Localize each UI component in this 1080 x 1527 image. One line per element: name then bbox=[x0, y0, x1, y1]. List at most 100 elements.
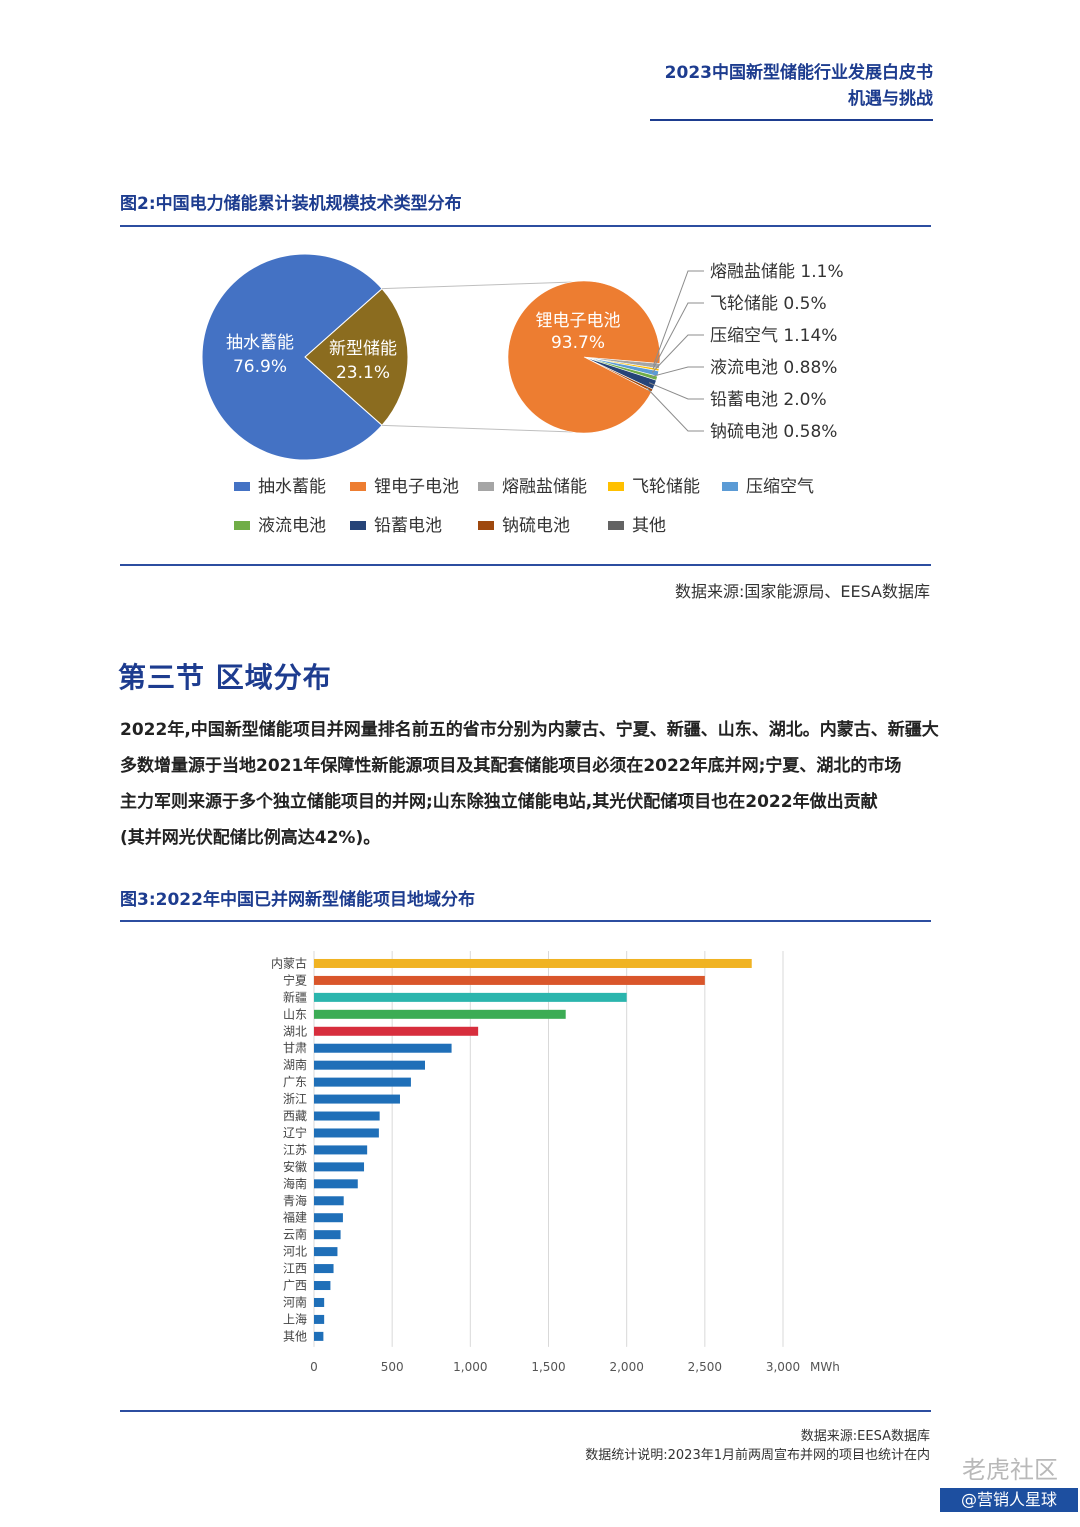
callout-label: 飞轮储能 0.5% bbox=[710, 294, 827, 314]
figure3-top-rule bbox=[120, 920, 931, 922]
bar bbox=[314, 1009, 566, 1019]
bar bbox=[314, 1314, 325, 1324]
callout-label: 压缩空气 1.14% bbox=[710, 326, 837, 346]
legend-swatch bbox=[608, 521, 624, 530]
tick-label: 2,500 bbox=[688, 1360, 722, 1374]
category-label: 云南 bbox=[283, 1227, 307, 1242]
bar bbox=[314, 1297, 325, 1307]
category-label: 广西 bbox=[283, 1279, 307, 1293]
main-pie: 抽水蓄能 76.9% 新型储能 23.1% bbox=[201, 253, 409, 461]
callout-label: 液流电池 0.88% bbox=[710, 358, 837, 378]
tick-label: 2,000 bbox=[609, 1360, 643, 1374]
legend-label: 钠硫电池 bbox=[502, 516, 570, 536]
legend-swatch bbox=[350, 521, 366, 530]
legend-label: 熔融盐储能 bbox=[502, 477, 587, 497]
legend-label: 抽水蓄能 bbox=[258, 477, 326, 497]
main-pie-value: 76.9% bbox=[233, 357, 287, 377]
callout-leader bbox=[653, 270, 704, 366]
callout-label: 铅蓄电池 2.0% bbox=[710, 390, 827, 410]
bar bbox=[314, 1128, 379, 1138]
category-label: 湖北 bbox=[283, 1023, 307, 1038]
category-label: 河北 bbox=[283, 1245, 307, 1259]
bar bbox=[314, 1162, 365, 1172]
section-title: 第三节 区域分布 bbox=[118, 661, 332, 694]
category-label: 安徽 bbox=[283, 1159, 307, 1174]
callout-leader bbox=[646, 387, 704, 432]
figure3-bottom-rule bbox=[120, 1410, 931, 1412]
bar bbox=[314, 1213, 343, 1223]
main-pie-label: 新型储能 bbox=[329, 339, 397, 359]
sub-pie-slice bbox=[507, 280, 661, 434]
tick-label: 3,000 bbox=[766, 1360, 800, 1374]
figure2-top-rule bbox=[120, 225, 931, 227]
header-divider bbox=[650, 119, 933, 121]
figure3-note: 数据统计说明:2023年1月前两周宣布并网的项目也统计在内 bbox=[585, 1448, 930, 1463]
paragraph-line: 多数增量源于当地2021年保障性新能源项目及其配套储能项目必须在2022年底并网… bbox=[120, 756, 902, 776]
bar bbox=[314, 1230, 341, 1240]
bar bbox=[314, 1247, 338, 1257]
sub-pie-callouts: 熔融盐储能 1.1% 飞轮储能 0.5% 压缩空气 1.14% 液流电池 0.88% 铅… bbox=[646, 262, 844, 442]
main-pie-label: 抽水蓄能 bbox=[226, 333, 294, 353]
section-paragraph: 2022年,中国新型储能项目并网量排名前五的省市分别为内蒙古、宁夏、新疆、山东、… bbox=[120, 712, 939, 856]
bar bbox=[314, 975, 705, 985]
category-label: 江苏 bbox=[283, 1143, 307, 1157]
bar bbox=[314, 1094, 400, 1104]
main-pie-slice bbox=[201, 253, 383, 461]
category-label: 海南 bbox=[283, 1176, 307, 1191]
watermark-badge: @营销人星球 bbox=[940, 1488, 1078, 1512]
bar-tick-labels: 0 500 1,000 1,500 2,000 2,500 3,000 MWh bbox=[310, 1360, 840, 1374]
category-label: 新疆 bbox=[283, 989, 307, 1004]
bar bbox=[314, 958, 752, 968]
legend-swatch bbox=[478, 521, 494, 530]
category-label: 其他 bbox=[283, 1329, 307, 1343]
figure3-source: 数据来源:EESA数据库 bbox=[800, 1429, 930, 1444]
callout-leader bbox=[652, 302, 704, 370]
axis-unit: MWh bbox=[810, 1360, 840, 1374]
legend-label: 其他 bbox=[632, 516, 666, 536]
report-subtitle: 机遇与挑战 bbox=[848, 89, 933, 109]
legend-swatch bbox=[722, 482, 738, 491]
tick-label: 500 bbox=[381, 1360, 404, 1374]
tick-label: 0 bbox=[310, 1360, 318, 1374]
category-label: 江西 bbox=[283, 1262, 307, 1276]
bar bbox=[314, 1196, 344, 1206]
legend-swatch bbox=[234, 482, 250, 491]
bar bbox=[314, 1026, 479, 1036]
bar bbox=[314, 1331, 324, 1341]
watermark-text: 老虎社区 bbox=[962, 1456, 1058, 1484]
figure3-title: 图3:2022年中国已并网新型储能项目地域分布 bbox=[120, 890, 475, 910]
legend-label: 锂电子电池 bbox=[374, 477, 459, 497]
callout-label: 钠硫电池 0.58% bbox=[710, 422, 837, 442]
bar bbox=[314, 992, 627, 1002]
bar-series bbox=[314, 958, 752, 1341]
bar bbox=[314, 1145, 368, 1155]
category-label: 青海 bbox=[283, 1193, 307, 1208]
figure2-source: 数据来源:国家能源局、EESA数据库 bbox=[674, 582, 930, 601]
figure2-bottom-rule bbox=[120, 564, 931, 566]
legend-label: 压缩空气 bbox=[746, 477, 814, 497]
legend-swatch bbox=[478, 482, 494, 491]
legend-label: 铅蓄电池 bbox=[374, 516, 442, 536]
report-title: 2023中国新型储能行业发展白皮书 bbox=[664, 63, 933, 83]
main-pie-slice bbox=[304, 287, 409, 427]
connector-line bbox=[382, 281, 575, 290]
bar bbox=[314, 1264, 334, 1274]
bar-chart: 内蒙古宁夏新疆山东湖北甘肃湖南广东浙江西藏辽宁江苏安徽海南青海福建云南河北江西广… bbox=[271, 951, 840, 1374]
paragraph-line: (其并网光伏配储比例高达42%)。 bbox=[120, 828, 381, 848]
category-label: 广东 bbox=[283, 1075, 307, 1089]
category-label: 甘肃 bbox=[283, 1041, 307, 1055]
category-label: 辽宁 bbox=[283, 1125, 307, 1140]
figure2-title: 图2:中国电力储能累计装机规模技术类型分布 bbox=[120, 194, 462, 214]
paragraph-line: 2022年,中国新型储能项目并网量排名前五的省市分别为内蒙古、宁夏、新疆、山东、… bbox=[120, 720, 939, 740]
bar bbox=[314, 1077, 411, 1087]
sub-pie-value: 93.7% bbox=[551, 333, 605, 353]
category-label: 内蒙古 bbox=[271, 955, 307, 970]
legend-swatch bbox=[350, 482, 366, 491]
callout-label: 熔融盐储能 1.1% bbox=[710, 262, 844, 282]
category-label: 浙江 bbox=[283, 1092, 307, 1106]
callout-leader bbox=[651, 334, 704, 373]
category-label: 福建 bbox=[283, 1210, 307, 1225]
category-label: 山东 bbox=[283, 1007, 307, 1021]
